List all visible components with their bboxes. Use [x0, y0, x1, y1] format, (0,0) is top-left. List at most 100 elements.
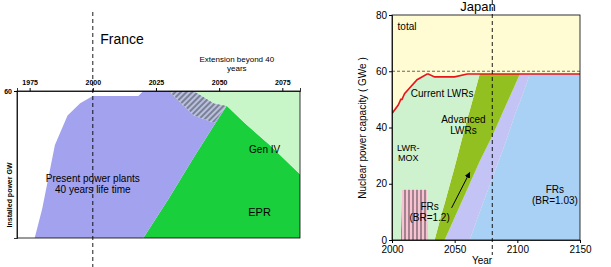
tick: 80	[376, 10, 392, 21]
axis-line	[393, 241, 581, 244]
series-label-line: EPR	[248, 206, 271, 218]
tick-label: 20	[376, 178, 388, 189]
area	[392, 74, 580, 240]
tick-label: 60	[376, 66, 388, 77]
series-label-line: Present power plants	[46, 173, 140, 184]
tick: 2150	[569, 240, 592, 255]
plot-frame	[392, 15, 580, 240]
series-label: EPR	[248, 206, 271, 218]
reference-line	[492, 0, 493, 255]
chart-title: Japan	[460, 0, 495, 14]
tick: 60	[376, 66, 392, 77]
series-label-line: (BR=1.03)	[532, 195, 578, 206]
tick-label: 0	[381, 235, 387, 246]
tick: 20	[376, 178, 392, 189]
line	[392, 74, 580, 113]
tick: 2075	[275, 79, 291, 91]
tick: 0	[381, 235, 392, 246]
series-label-line: Extension beyond 40	[199, 55, 274, 64]
y-axis: 60	[4, 88, 17, 239]
x-axis: 2000 2050 2100 2150	[381, 240, 592, 255]
series-label-line: FRs	[546, 184, 564, 195]
y-axis-title: Nuclear power capacity ( GWe )	[357, 57, 368, 199]
plot-frame	[17, 91, 300, 238]
series-label: FRs(BR=1.2)	[409, 201, 449, 223]
y-axis: 0 20 40 60 80	[376, 10, 393, 246]
reference-line	[92, 12, 93, 267]
y-axis-title: Installed power GW	[6, 162, 14, 227]
tick: 2025	[149, 79, 165, 91]
tick-label: 40	[376, 122, 388, 133]
tick-mark	[93, 88, 94, 91]
area	[392, 74, 580, 240]
series-label: FRs(BR=1.03)	[532, 184, 578, 206]
tick-label: 2050	[444, 244, 467, 255]
tick-mark	[389, 240, 392, 241]
tick-label: 2025	[149, 79, 165, 86]
marks	[392, 71, 580, 240]
series-label: Gen IV	[249, 144, 280, 155]
series-label-line: LWRs	[450, 125, 476, 136]
area	[17, 91, 300, 238]
series-label: LWR-MOX	[397, 143, 419, 163]
tick-mark	[455, 240, 456, 243]
series-label: Extension beyond 40years	[199, 55, 274, 73]
tick-label: 2050	[212, 79, 228, 86]
series-label: Present power plants40 years life time	[46, 173, 140, 195]
tick-mark	[30, 88, 31, 91]
tick-mark	[389, 184, 392, 185]
plot-background	[392, 15, 580, 240]
tick: 2000	[86, 79, 102, 91]
tick-label: 1975	[22, 79, 38, 86]
series-label: total	[398, 21, 417, 32]
figure: 1975 2000 2025 2050 2075 60 France Installed po…	[0, 0, 611, 267]
series-label-line: FRs	[420, 201, 438, 212]
tick: 40	[376, 122, 392, 133]
tick-label: 80	[376, 10, 388, 21]
series-label: AdvancedLWRs	[441, 114, 485, 136]
tick-mark	[389, 71, 392, 72]
tick-mark	[517, 240, 518, 243]
chart-panel: 1975 2000 2025 2050 2075 60 France Installed po…	[4, 12, 300, 267]
tick-mark	[156, 88, 157, 91]
tick-label: 2000	[86, 79, 102, 86]
tick-label: 2150	[569, 244, 592, 255]
tick-label: 2100	[507, 244, 530, 255]
label-arrow	[452, 173, 470, 208]
area	[17, 91, 300, 238]
series-label-line: Gen IV	[249, 144, 280, 155]
chart-title: France	[100, 31, 144, 47]
tick: 2050	[444, 240, 467, 255]
series-label-line: Advanced	[441, 114, 485, 125]
reference-line	[392, 71, 580, 72]
tick-label: 2000	[381, 244, 404, 255]
series-label: Current LWRs	[411, 88, 474, 99]
tick-mark	[14, 91, 17, 92]
series-label-line: LWR-	[397, 143, 419, 153]
tick: 2050	[212, 79, 228, 91]
series-label-line: years	[227, 64, 247, 73]
series-label-line: total	[398, 21, 417, 32]
series-label-line: (BR=1.2)	[409, 212, 449, 223]
series-label-line: 40 years life time	[55, 184, 131, 195]
x-axis: 1975 2000 2025 2050 2075	[18, 79, 301, 92]
area	[392, 74, 580, 240]
tick-mark	[389, 128, 392, 129]
axis-line	[18, 88, 301, 92]
tick-label: 60	[4, 88, 12, 95]
tick: 2100	[507, 240, 530, 255]
series-label-line: MOX	[398, 153, 419, 163]
area	[17, 91, 300, 238]
tick-mark	[580, 240, 581, 243]
series-label-line: Current LWRs	[411, 88, 474, 99]
tick: 60	[4, 88, 17, 95]
marks	[17, 91, 300, 238]
tick-mark	[282, 88, 283, 91]
area	[392, 74, 580, 240]
chart-panel: 2000 2050 2100 2150 0 20 40 60 80 Japan Nuclear po…	[357, 0, 592, 266]
x-axis-title: Year	[472, 255, 493, 266]
axis-line	[389, 16, 393, 241]
tick-label: 2075	[275, 79, 291, 86]
tick-mark	[219, 88, 220, 91]
axis-line	[14, 92, 18, 239]
